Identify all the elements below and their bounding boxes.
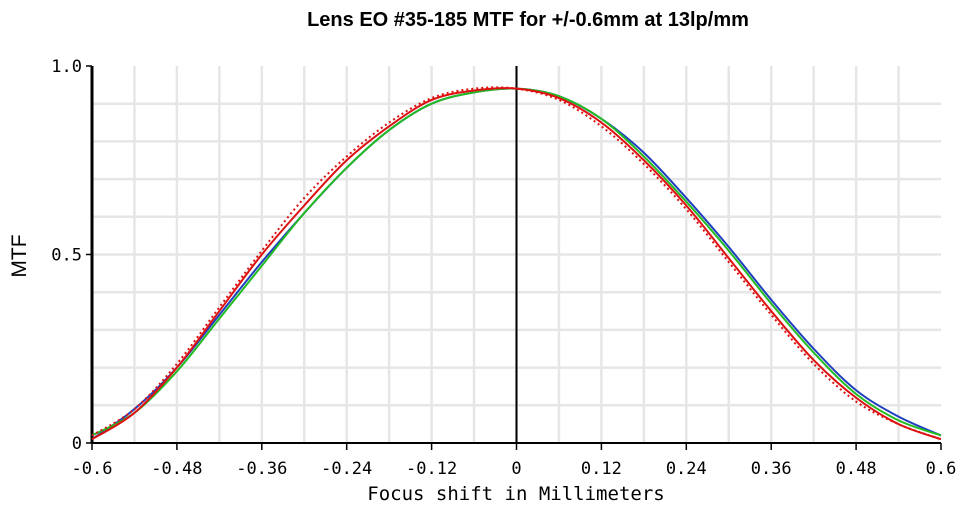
x-tick-label: -0.48 [151,459,202,479]
series-line-4 [91,86,942,441]
y-tick-label: 0 [72,434,82,454]
x-tick-label: -0.36 [236,459,287,479]
x-tick-label: 0 [511,459,521,479]
x-tick-label: -0.6 [72,459,113,479]
y-tick-label: 1.0 [51,57,82,77]
x-tick-label: 0.6 [926,459,957,479]
x-tick-label: 0.12 [581,459,622,479]
x-tick-label: 0.36 [751,459,792,479]
x-axis-label: Focus shift in Millimeters [367,483,664,505]
series-lines [91,86,942,441]
axes [86,65,942,450]
x-tick-label: -0.12 [406,459,457,479]
y-tick-label: 0.5 [51,246,82,266]
y-axis-label: MTF [8,234,31,277]
x-tick-label: -0.24 [321,459,372,479]
x-tick-label: 0.24 [666,459,707,479]
chart-title: Lens EO #35-185 MTF for +/-0.6mm at 13lp… [307,9,749,31]
tick-labels: -0.6 -0.48 -0.36 -0.24 -0.12 0 0.12 0.24 0.36 0.4… [51,57,956,479]
x-tick-label: 0.48 [836,459,877,479]
